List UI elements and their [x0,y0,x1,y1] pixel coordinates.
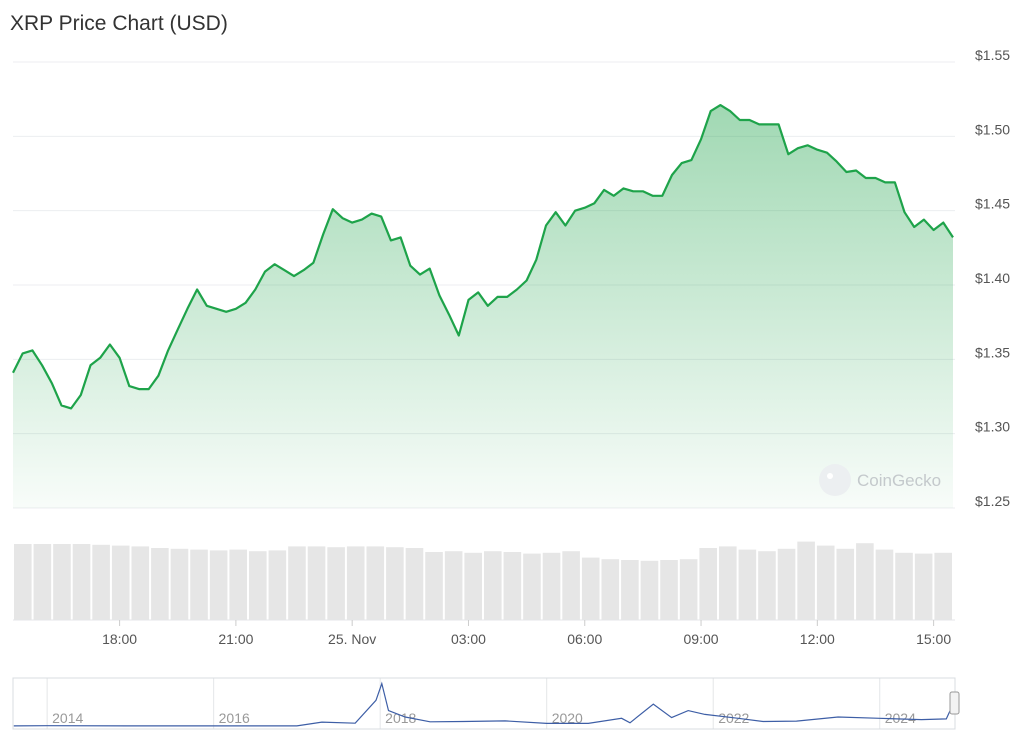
navigator-tick-label: 2014 [52,710,83,726]
x-tick-label: 03:00 [451,631,486,647]
navigator-tick-label: 2024 [885,710,916,726]
volume-bar [111,545,130,620]
volume-bar [836,548,855,620]
volume-bar [288,546,306,620]
volume-bar [170,548,189,620]
y-tick-label: $1.35 [975,344,1010,360]
volume-bar [581,557,600,620]
volume-bar [307,546,326,620]
volume-bar [660,560,678,620]
volume-bar [249,551,267,620]
volume-bar [14,544,32,620]
volume-bar [484,551,502,620]
volume-bar [719,546,737,620]
y-tick-label: $1.25 [975,493,1010,509]
volume-bar [875,549,894,620]
volume-bar [679,559,698,620]
watermark-logo-eye [827,473,833,479]
volume-bar [425,552,443,620]
navigator-line [13,681,952,727]
volume-bar [542,552,561,620]
watermark-text: CoinGecko [857,471,941,490]
volume-bar [895,552,913,620]
volume-bar [816,545,835,620]
volume-bar [366,546,385,620]
volume-bar [53,544,71,620]
volume-bar [405,548,424,620]
navigator-tick-label: 2016 [219,710,250,726]
navigator-tick-label: 2020 [552,710,583,726]
volume-bar [444,551,463,620]
volume-bar [738,549,757,620]
x-tick-label: 09:00 [684,631,719,647]
volume-bar [797,541,815,620]
y-tick-label: $1.40 [975,270,1010,286]
x-tick-label: 25. Nov [328,631,376,647]
volume-bar [190,549,208,620]
volume-bar [562,551,580,620]
volume-bar [209,550,228,620]
x-tick-label: 06:00 [567,631,602,647]
volume-bar [386,547,404,620]
x-tick-label: 21:00 [218,631,253,647]
y-tick-label: $1.50 [975,121,1010,137]
y-tick-label: $1.30 [975,419,1010,435]
volume-bar [464,552,482,620]
volume-bar [914,553,933,620]
volume-bar [699,548,717,620]
navigator-tick-label: 2018 [385,710,416,726]
volume-bar [72,544,91,620]
volume-bar [327,547,345,620]
y-tick-label: $1.45 [975,196,1010,212]
x-tick-label: 12:00 [800,631,835,647]
volume-bar [523,553,541,620]
navigator-handle[interactable] [949,691,960,715]
price-line [12,104,954,410]
chart-title: XRP Price Chart (USD) [10,12,228,35]
volume-bar [503,552,522,620]
watermark: CoinGecko [819,464,941,496]
volume-bar [640,560,659,620]
volume-bar [758,551,776,620]
volume-bar [777,548,796,620]
volume-bar [92,544,110,620]
volume-bar [601,559,620,620]
volume-bar [229,549,247,620]
volume-bar [268,550,287,620]
y-tick-label: $1.55 [975,47,1010,63]
volume-bar [131,546,150,620]
x-tick-label: 18:00 [102,631,137,647]
volume-bar [934,552,952,620]
volume-bar [621,560,639,620]
volume-bar [856,543,874,620]
watermark-logo [819,464,851,496]
price-area [13,105,953,508]
volume-bar [151,548,169,620]
volume-bar [346,546,365,620]
volume-bar [33,544,52,620]
x-tick-label: 15:00 [916,631,951,647]
